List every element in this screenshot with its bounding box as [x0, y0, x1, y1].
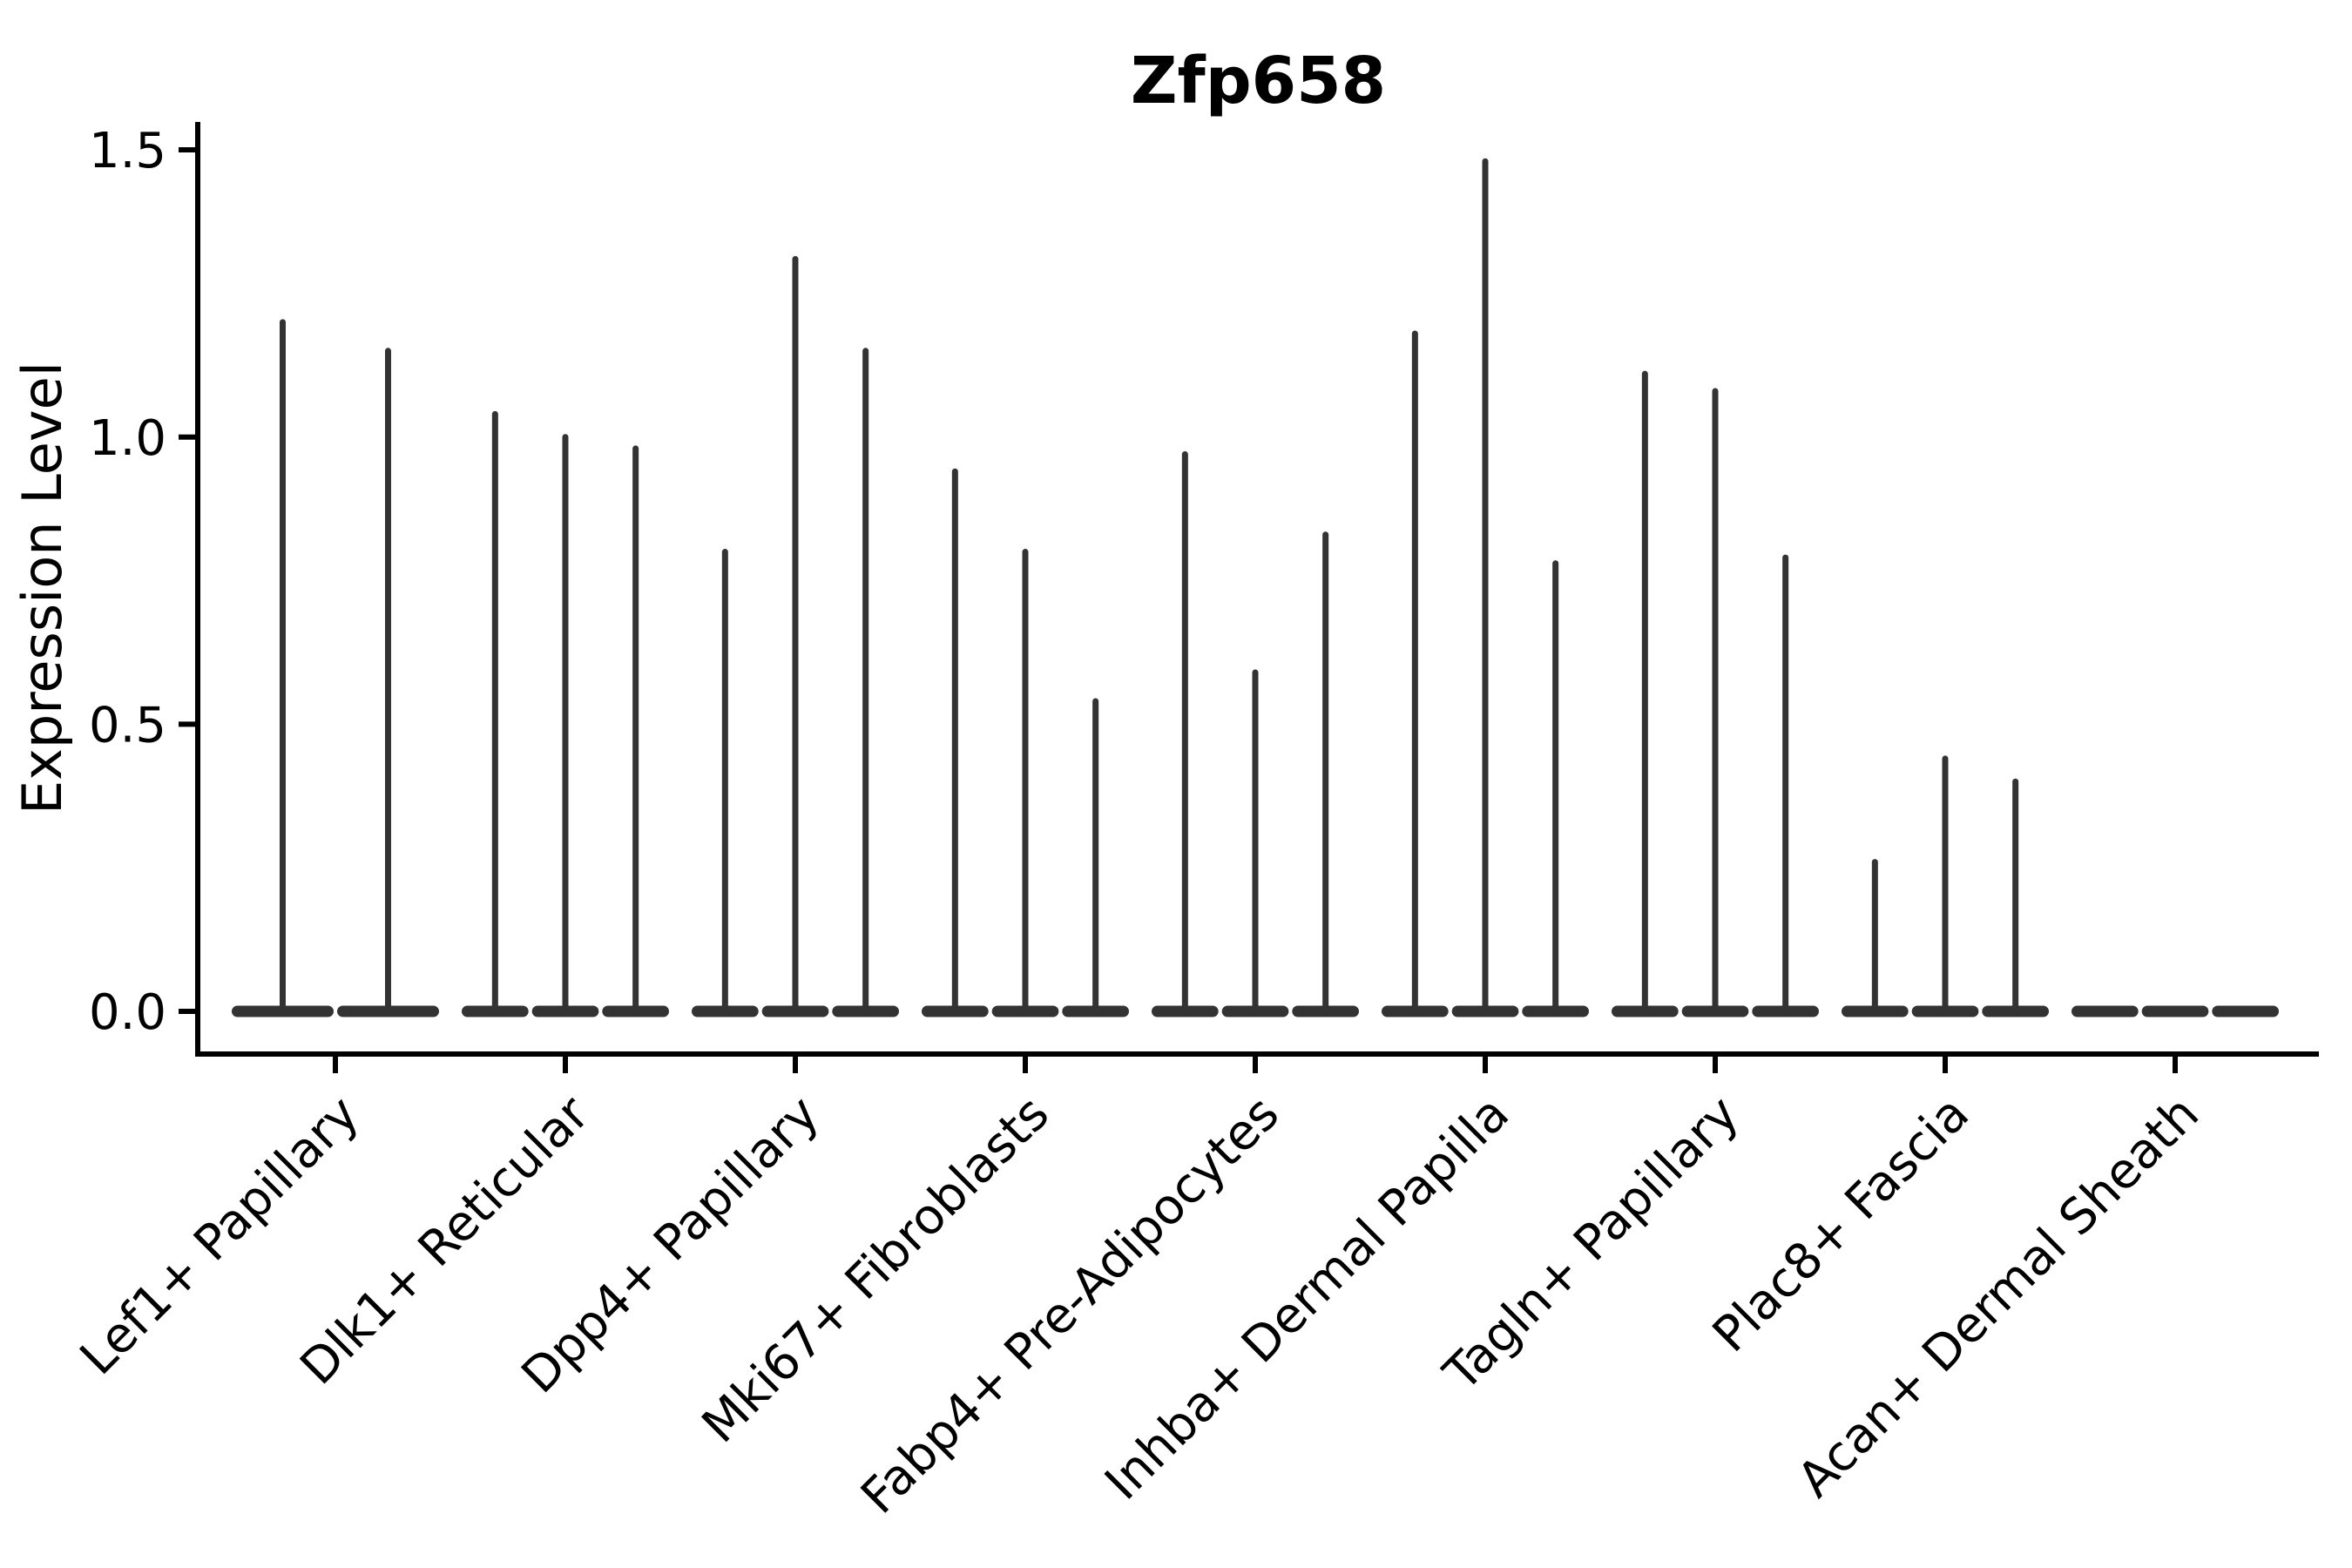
chart-title: Zfp658 [1131, 44, 1386, 118]
x-tick-label: Inhba+ Dermal Papilla [1094, 1085, 1520, 1511]
y-tick-label: 0.5 [89, 698, 166, 754]
x-tick-label: Fabp4+ Pre-Adipocytes [850, 1085, 1290, 1525]
y-tick-label: 0.0 [89, 984, 166, 1041]
violins-layer [232, 158, 2279, 1017]
violin-baseline [2212, 1005, 2279, 1017]
y-tick-label: 1.5 [89, 123, 166, 179]
violin-baseline [2072, 1005, 2139, 1017]
x-tick-label: Acan+ Dermal Sheath [1787, 1085, 2210, 1509]
y-tick-label: 1.0 [89, 410, 166, 467]
y-axis-label: Expression Level [10, 362, 74, 814]
violin-baseline [2141, 1005, 2209, 1017]
